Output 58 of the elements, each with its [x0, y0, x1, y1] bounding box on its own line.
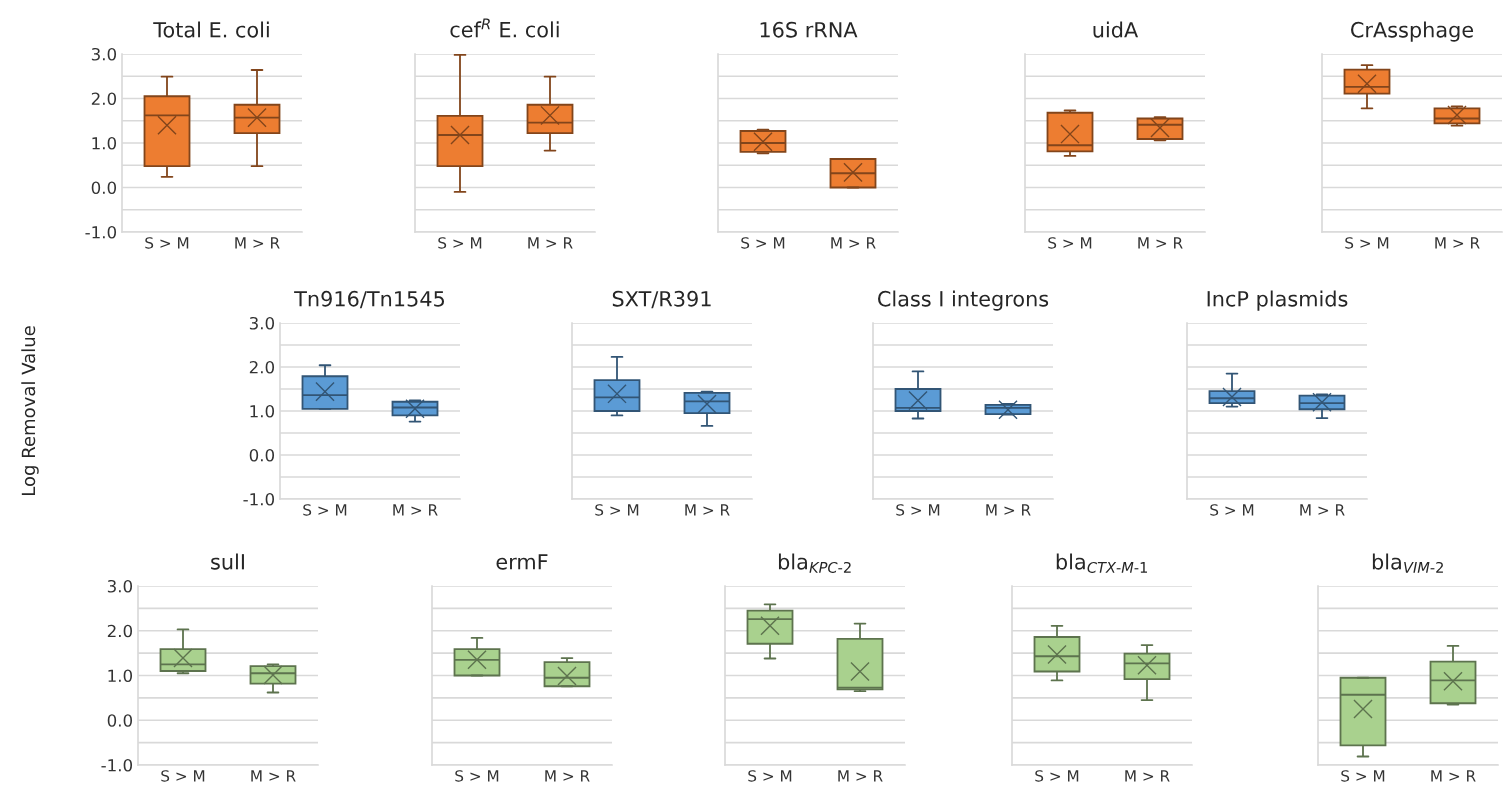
x-tick-label: M > R	[685, 504, 730, 516]
x-tick-label: S > M	[1341, 770, 1385, 782]
x-tick-label: M > R	[235, 237, 280, 249]
y-tick-label: 2.0	[107, 624, 133, 638]
x-tick-label: S > M	[438, 237, 482, 249]
x-tick-label: S > M	[741, 237, 785, 249]
x-tick-label: S > M	[896, 504, 940, 516]
chart-title: bla$_{VIM-2}$	[1372, 553, 1443, 573]
chart-title: CrAssphage	[1351, 21, 1474, 42]
x-tick-label: S > M	[1345, 237, 1389, 249]
x-tick-label: M > R	[1138, 237, 1183, 249]
y-axis-title: Log Removal Value	[21, 326, 39, 496]
x-tick-label: M > R	[1431, 770, 1476, 782]
x-tick-label: M > R	[986, 504, 1031, 516]
y-tick-label: 0.0	[91, 181, 117, 195]
x-tick-label: S > M	[1048, 237, 1092, 249]
chart-title: uidA	[1093, 21, 1139, 38]
y-tick-label: -1.0	[243, 492, 275, 506]
x-tick-label: S > M	[1035, 770, 1079, 782]
x-tick-label: S > M	[455, 770, 499, 782]
chart-title: sulI	[211, 553, 244, 570]
x-tick-label: M > R	[838, 770, 883, 782]
x-tick-label: M > R	[545, 770, 590, 782]
x-tick-label: S > M	[303, 504, 347, 516]
chart-title: SXT/R391	[612, 290, 711, 309]
x-tick-label: M > R	[528, 237, 573, 249]
chart-title: cef$^{R}$ E. coli	[450, 18, 559, 38]
x-tick-label: S > M	[748, 770, 792, 782]
chart-title: bla$_{CTX-M-1}$	[1056, 553, 1148, 573]
x-tick-label: S > M	[161, 770, 205, 782]
chart-title: Tn916/Tn1545	[294, 290, 445, 309]
chart-title: 16S rRNA	[760, 21, 858, 38]
chart-title: IncP plasmids	[1207, 290, 1348, 311]
y-tick-label: 3.0	[91, 47, 117, 61]
x-tick-label: S > M	[145, 237, 189, 249]
y-tick-label: -1.0	[85, 225, 117, 239]
x-tick-label: S > M	[595, 504, 639, 516]
x-tick-label: M > R	[1125, 770, 1170, 782]
y-tick-label: 0.0	[249, 448, 275, 462]
x-tick-label: M > R	[1300, 504, 1345, 516]
y-tick-label: 1.0	[108, 669, 133, 683]
chart-title: Total E. coli	[153, 21, 269, 38]
y-tick-label: 3.0	[107, 579, 133, 593]
y-tick-label: 0.0	[107, 714, 133, 727]
y-tick-label: 2.0	[91, 92, 117, 106]
x-tick-label: M > R	[393, 504, 438, 516]
y-tick-label: 2.0	[249, 360, 275, 374]
y-tick-label: -1.0	[101, 758, 133, 772]
y-tick-label: 3.0	[249, 316, 275, 330]
x-tick-label: M > R	[831, 237, 876, 249]
chart-title: Class I integrons	[878, 290, 1049, 311]
x-tick-label: S > M	[1210, 504, 1254, 516]
chart-title: ermF	[496, 554, 548, 570]
x-tick-label: M > R	[251, 770, 296, 782]
chart-title: bla$_{KPC-2}$	[778, 553, 851, 573]
y-tick-label: 1.0	[92, 136, 117, 150]
y-tick-label: 1.0	[250, 404, 275, 418]
x-tick-label: M > R	[1435, 237, 1480, 249]
